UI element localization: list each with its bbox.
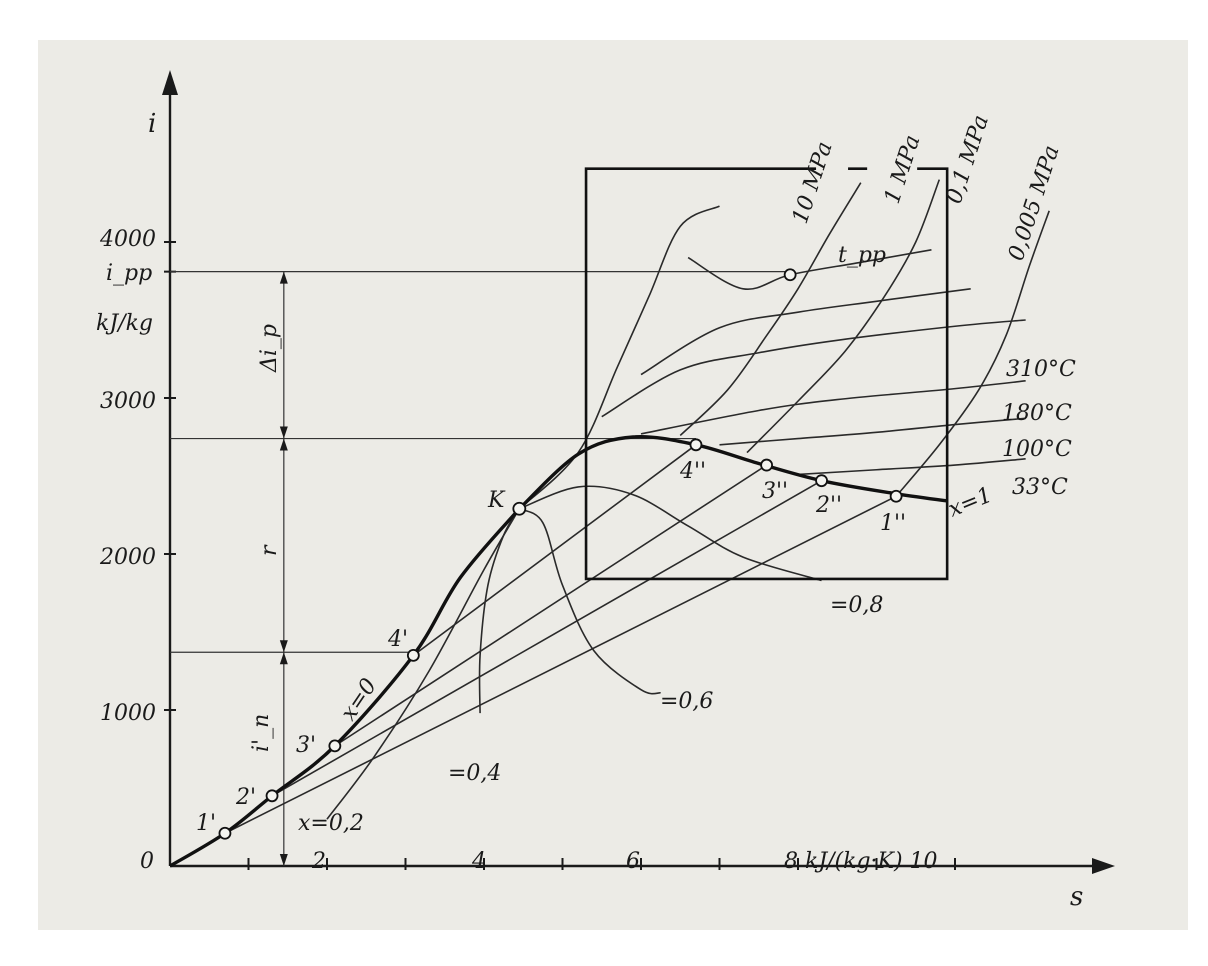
state-point-marker xyxy=(689,438,703,452)
x-tick-label-with-unit: 8 kJ/(kg·K) 10 xyxy=(784,849,938,874)
isotherm-310-label: 310°C xyxy=(1006,357,1076,382)
paper-background xyxy=(38,40,1188,930)
state-points xyxy=(218,268,903,840)
isotherm-curve xyxy=(797,458,1026,476)
bracket-arrow xyxy=(279,271,288,284)
point-1pp-label: 1'' xyxy=(880,511,906,536)
state-point-marker xyxy=(328,739,342,753)
bracket-arrow xyxy=(279,640,288,653)
y-tick-label: 2000 xyxy=(99,545,156,570)
origin-label: 0 xyxy=(140,849,154,874)
x06-label: =0,6 xyxy=(660,689,713,714)
y-unit-label: kJ/kg xyxy=(96,311,153,336)
x04-label: =0,4 xyxy=(448,761,501,786)
isotherm-180-label: 180°C xyxy=(1002,401,1072,426)
wet-isobar-line xyxy=(271,479,822,797)
x02-label: x=0,2 xyxy=(298,811,364,836)
x-tick-label: 2 xyxy=(311,849,326,874)
state-point-marker xyxy=(815,474,828,488)
point-2p-label: 2' xyxy=(235,785,256,810)
bracket-arrow xyxy=(279,426,288,439)
isobar-curve xyxy=(679,182,862,437)
curves xyxy=(169,179,1050,868)
state-point-marker xyxy=(218,826,232,840)
state-point-marker xyxy=(760,458,773,472)
quality-curve xyxy=(478,508,521,714)
x-tick-label: 6 xyxy=(626,849,640,874)
state-point-marker xyxy=(783,268,797,282)
wet-isobar-line xyxy=(224,495,897,834)
y-axis-arrow xyxy=(162,70,178,95)
isotherm-100-label: 100°C xyxy=(1002,437,1072,462)
point-4pp-label: 4'' xyxy=(679,459,706,484)
x-tick-labels: 2 4 6 8 kJ/(kg·K) 10 xyxy=(311,849,938,874)
isobar-curve xyxy=(518,205,720,510)
delta-ip-label: Δi_p xyxy=(257,324,282,373)
isobar-curve xyxy=(746,179,941,454)
isotherm-33-label: 33°C xyxy=(1012,475,1068,500)
quality-curve xyxy=(326,508,521,820)
x-tick-label: 4 xyxy=(471,849,486,874)
y-tick-label: 1000 xyxy=(100,701,156,726)
point-4p-label: 4' xyxy=(387,627,408,652)
y-tick-labels: 1000 2000 3000 4000 xyxy=(99,227,156,726)
isotherm-curve xyxy=(640,380,1026,435)
isotherm-curve xyxy=(601,319,1026,418)
ipp-axis-label: i_pp xyxy=(106,261,152,286)
y-tick-label: 4000 xyxy=(99,227,156,252)
state-point-marker xyxy=(265,789,279,803)
in-label: i'_n xyxy=(249,714,274,752)
tpp-label: t_pp xyxy=(838,243,886,268)
y-tick-label: 3000 xyxy=(100,389,156,414)
state-point-marker xyxy=(406,649,420,662)
y-axis-label: i xyxy=(148,109,156,139)
isotherm-curve xyxy=(719,417,1026,446)
r-label: r xyxy=(257,544,282,556)
x-axis-label: s xyxy=(1070,882,1083,912)
critical-point-marker xyxy=(512,501,527,516)
bracket-arrow xyxy=(279,652,288,665)
point-2pp-label: 2'' xyxy=(815,493,842,518)
wet-isobar-line xyxy=(334,464,768,747)
bracket-arrow xyxy=(279,438,288,451)
isotherm-curve xyxy=(640,288,971,376)
point-3pp-label: 3'' xyxy=(762,479,788,504)
isobar-curve xyxy=(895,210,1050,497)
x08-label: =0,8 xyxy=(830,593,883,618)
bracket-arrow xyxy=(279,854,288,866)
critical-point-label: K xyxy=(487,488,506,513)
state-point-marker xyxy=(889,489,903,503)
point-1p-label: 1' xyxy=(196,811,216,836)
quality-curve xyxy=(519,485,822,582)
guide-lines xyxy=(170,271,791,866)
x-axis-arrow xyxy=(1092,858,1115,874)
inset-box xyxy=(584,167,949,581)
wet-isobar-line xyxy=(412,444,697,657)
quality-curve xyxy=(518,508,661,695)
point-3p-label: 3' xyxy=(296,733,316,758)
saturation-vapor-curve xyxy=(518,435,948,511)
